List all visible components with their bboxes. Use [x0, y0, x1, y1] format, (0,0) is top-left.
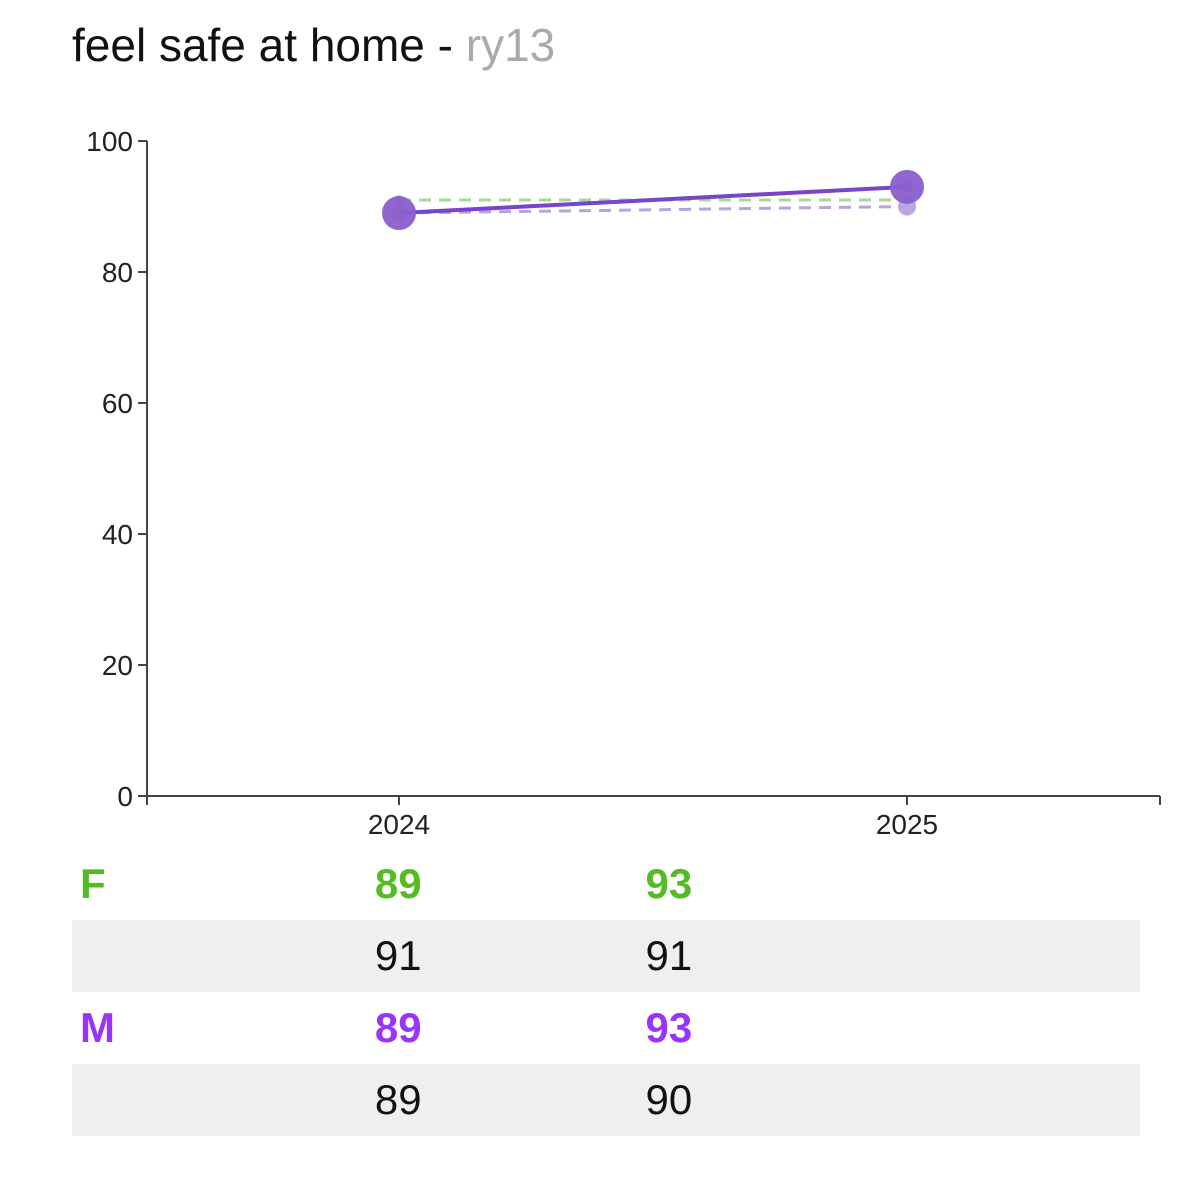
- value-m-compare-2025: 90: [645, 1064, 1140, 1136]
- series-line-m: [398, 184, 908, 216]
- table-row-f: F 89 93: [72, 848, 1140, 920]
- row-label-f-compare: [72, 920, 152, 992]
- y-tick-label-100: 100: [86, 126, 133, 157]
- table-row-m: M 89 93: [72, 992, 1140, 1064]
- value-f-2024: 89: [374, 860, 422, 907]
- point-m-2025: [890, 169, 924, 204]
- row-label-f: F: [80, 860, 106, 907]
- value-f-compare-2025: 91: [645, 920, 1140, 992]
- table-row-m-compare: 89 90: [72, 1064, 1140, 1136]
- value-f-compare-2024: 91: [151, 920, 646, 992]
- y-tick-label-80: 80: [102, 257, 133, 288]
- table-row-f-compare: 91 91: [72, 920, 1140, 992]
- x-tick-label-2025: 2025: [876, 809, 938, 840]
- value-m-2025: 93: [645, 1004, 693, 1051]
- y-axis: 0 20 40 60 80 100: [86, 126, 148, 812]
- value-f-2025: 93: [645, 860, 693, 907]
- row-label-m: M: [80, 1004, 115, 1051]
- series-line-m-compare: [398, 205, 908, 215]
- x-axis: 2024 2025: [146, 795, 1161, 840]
- y-tick-label-40: 40: [102, 519, 133, 550]
- y-tick-label-20: 20: [102, 650, 133, 681]
- row-label-m-compare: [72, 1064, 152, 1136]
- values-table: F 89 93 91 91 M 89 93 89 90: [72, 848, 1140, 1136]
- chart-title: feel safe at home - ry13: [72, 16, 555, 74]
- title-code: ry13: [465, 19, 556, 71]
- series-layer: [382, 169, 924, 231]
- point-m-2024: [382, 196, 416, 231]
- value-m-compare-2024: 89: [151, 1064, 646, 1136]
- title-text: feel safe at home -: [72, 19, 453, 71]
- value-m-2024: 89: [374, 1004, 422, 1051]
- y-tick-label-0: 0: [117, 781, 133, 812]
- y-tick-label-60: 60: [102, 388, 133, 419]
- x-tick-label-2024: 2024: [368, 809, 430, 840]
- line-chart: 0 20 40 60 80 100 2024 2025: [86, 126, 1161, 840]
